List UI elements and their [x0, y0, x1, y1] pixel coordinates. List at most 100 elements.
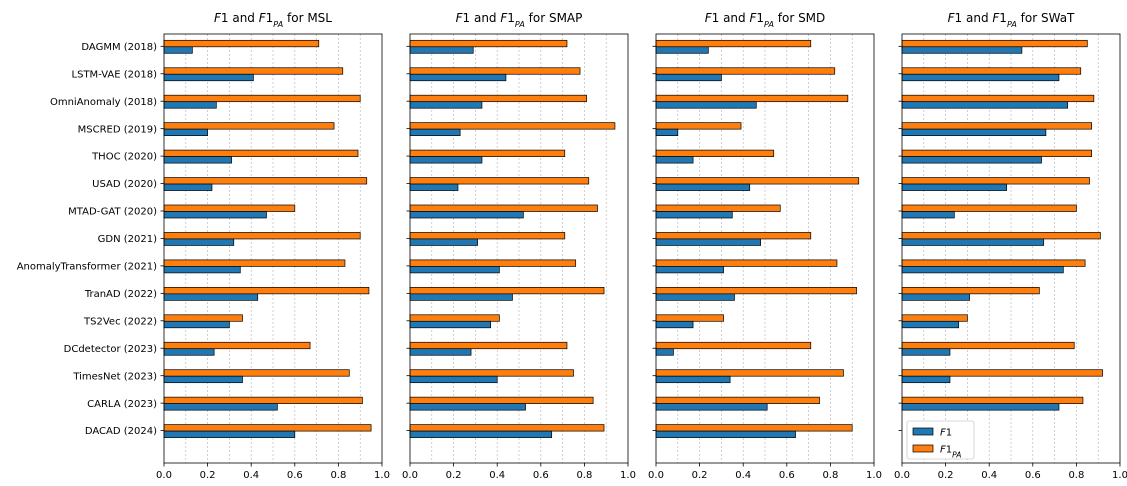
- y-tick-label: DCdetector (2023): [64, 344, 157, 355]
- bar-f1pa: [163, 67, 344, 75]
- bar-f1pa: [901, 341, 1075, 350]
- bar-f1pa: [409, 39, 568, 48]
- bar-f1pa: [901, 122, 1093, 130]
- bar-f1: [163, 46, 193, 54]
- bar-f1pa: [655, 94, 849, 103]
- bar-f1pa: [163, 369, 350, 377]
- bar-f1: [655, 375, 731, 384]
- bar-f1pa: [655, 314, 724, 322]
- panel-title: F1 and F1PA for SMAP: [456, 11, 583, 29]
- x-tick-label: 0.2: [446, 470, 462, 481]
- x-tick-label: 0.2: [692, 470, 708, 481]
- x-tick-label: 0.8: [576, 470, 592, 481]
- bar-f1pa: [901, 39, 1088, 48]
- bar-f1: [655, 403, 768, 411]
- bar-f1pa: [409, 122, 616, 130]
- bar-f1pa: [409, 369, 574, 377]
- x-tick-label: 0.0: [894, 470, 910, 481]
- bar-f1pa: [409, 204, 598, 212]
- bar-f1pa: [901, 67, 1082, 75]
- bar-f1: [655, 101, 757, 109]
- x-tick-label: 0.8: [822, 470, 838, 481]
- bar-f1: [409, 320, 492, 329]
- bar-f1: [901, 128, 1047, 136]
- y-tick-label: DACAD (2024): [85, 426, 157, 437]
- bar-f1: [409, 266, 500, 274]
- x-tick-label: 1.0: [620, 470, 636, 481]
- bar-f1: [655, 430, 796, 438]
- y-tick-label: OmniAnomaly (2018): [50, 97, 157, 108]
- bar-f1: [901, 266, 1064, 274]
- y-tick-label: AnomalyTransformer (2021): [17, 262, 157, 273]
- bar-f1pa: [655, 232, 812, 240]
- legend-swatch-f1pa: [912, 444, 934, 453]
- bar-f1pa: [901, 287, 1040, 295]
- bar-f1pa: [901, 149, 1093, 157]
- bar-f1pa: [163, 287, 370, 295]
- y-tick-label: THOC (2020): [91, 152, 157, 163]
- panel-title: F1 and F1PA for SMD: [705, 11, 826, 29]
- bar-f1pa: [901, 369, 1103, 377]
- bar-f1: [409, 156, 483, 164]
- bar-f1pa: [409, 149, 566, 157]
- bar-f1: [655, 320, 694, 329]
- bar-f1pa: [163, 232, 361, 240]
- bar-f1: [901, 403, 1060, 411]
- bar-f1: [655, 128, 679, 136]
- bar-f1: [163, 320, 230, 329]
- bar-f1pa: [163, 424, 372, 432]
- bar-f1: [163, 211, 267, 219]
- bar-f1pa: [409, 287, 605, 295]
- bar-f1: [163, 128, 208, 136]
- y-tick-label: MTAD-GAT (2020): [68, 207, 157, 218]
- y-tick-label: MSCRED (2019): [78, 124, 157, 135]
- bar-f1: [655, 211, 733, 219]
- bar-f1pa: [901, 314, 968, 322]
- bar-f1: [655, 156, 694, 164]
- x-tick-label: 0.4: [735, 470, 751, 481]
- bar-f1: [655, 293, 735, 301]
- bar-f1pa: [901, 396, 1084, 404]
- x-tick-label: 0.6: [779, 470, 795, 481]
- bar-f1pa: [901, 232, 1101, 240]
- y-tick-label: DAGMM (2018): [81, 42, 157, 53]
- bar-f1: [163, 403, 278, 411]
- bar-f1: [163, 101, 217, 109]
- bar-f1pa: [655, 259, 838, 267]
- bar-f1: [901, 211, 955, 219]
- bar-f1: [409, 183, 459, 191]
- x-tick-label: 1.0: [1112, 470, 1127, 481]
- bar-f1pa: [409, 396, 594, 404]
- bar-f1pa: [409, 177, 590, 185]
- bar-f1pa: [163, 177, 368, 185]
- bar-f1pa: [163, 259, 346, 267]
- bar-f1pa: [409, 341, 568, 350]
- bar-f1pa: [655, 424, 853, 432]
- bar-f1: [655, 183, 751, 191]
- bar-f1: [163, 375, 243, 384]
- bar-f1: [901, 73, 1060, 82]
- y-tick-label: TranAD (2022): [84, 289, 157, 300]
- bar-f1: [409, 101, 483, 109]
- bar-f1pa: [409, 314, 500, 322]
- bar-f1: [409, 403, 526, 411]
- bar-f1pa: [655, 149, 775, 157]
- panel-title: F1 and F1PA for SWaT: [948, 11, 1075, 29]
- bar-f1: [409, 238, 478, 246]
- bar-f1: [409, 211, 524, 219]
- x-tick-label: 1.0: [866, 470, 882, 481]
- bar-f1: [163, 183, 213, 191]
- bar-f1pa: [655, 396, 820, 404]
- bar-f1: [655, 73, 722, 82]
- bar-f1pa: [655, 204, 781, 212]
- bar-f1pa: [163, 39, 320, 48]
- bar-f1: [163, 156, 232, 164]
- x-tick-label: 0.6: [287, 470, 303, 481]
- y-tick-label: LSTM-VAE (2018): [72, 69, 158, 80]
- x-tick-label: 0.4: [243, 470, 259, 481]
- x-tick-label: 0.8: [330, 470, 346, 481]
- legend-label-f1: F1: [940, 428, 952, 439]
- bar-f1: [901, 293, 970, 301]
- x-tick-label: 0.2: [200, 470, 216, 481]
